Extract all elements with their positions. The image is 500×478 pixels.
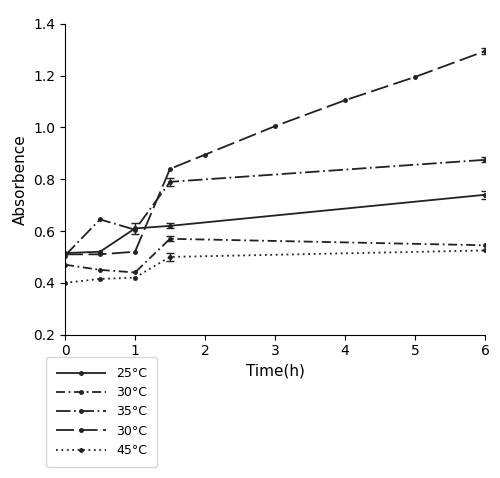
25°C xyxy=(97,249,103,255)
40°C xyxy=(132,249,138,255)
45°C xyxy=(62,280,68,286)
35°C xyxy=(62,253,68,259)
40°C xyxy=(202,152,208,158)
25°C xyxy=(167,223,173,229)
40°C xyxy=(272,123,278,129)
Line: 40°C: 40°C xyxy=(62,48,488,258)
40°C xyxy=(342,98,348,103)
40°C xyxy=(97,251,103,257)
25°C xyxy=(132,226,138,231)
45°C xyxy=(97,276,103,282)
40°C xyxy=(482,48,488,54)
45°C xyxy=(132,275,138,281)
35°C xyxy=(482,157,488,163)
25°C xyxy=(482,192,488,198)
Line: 30°C: 30°C xyxy=(62,235,488,276)
40°C xyxy=(412,74,418,80)
30°C xyxy=(167,236,173,242)
30°C xyxy=(132,270,138,275)
30°C xyxy=(97,267,103,273)
35°C xyxy=(132,227,138,233)
Y-axis label: Absorbence: Absorbence xyxy=(12,134,28,225)
30°C xyxy=(482,242,488,248)
35°C xyxy=(97,217,103,222)
X-axis label: Time(h): Time(h) xyxy=(246,364,304,379)
Legend: 25°C, 30°C, 35°C, 30°C, 45°C: 25°C, 30°C, 35°C, 30°C, 45°C xyxy=(46,357,157,467)
Line: 45°C: 45°C xyxy=(62,247,488,286)
25°C xyxy=(62,250,68,256)
Line: 35°C: 35°C xyxy=(62,156,488,259)
40°C xyxy=(167,166,173,172)
45°C xyxy=(167,254,173,260)
45°C xyxy=(482,248,488,253)
40°C xyxy=(62,251,68,257)
35°C xyxy=(167,179,173,185)
Line: 25°C: 25°C xyxy=(62,191,488,257)
30°C xyxy=(62,262,68,268)
